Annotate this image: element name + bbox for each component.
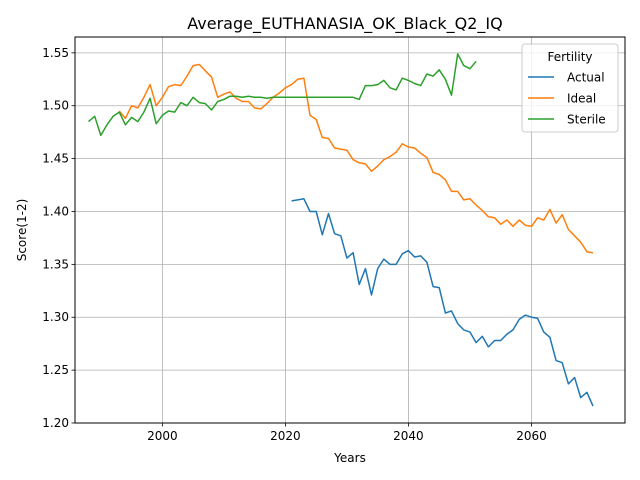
y-tick-label: 1.20 xyxy=(42,416,69,430)
y-tick-label: 1.45 xyxy=(42,152,69,166)
legend-box xyxy=(521,43,619,133)
y-tick-label: 1.55 xyxy=(42,46,69,60)
series-lines xyxy=(88,53,594,407)
legend-label-sterile: Sterile xyxy=(567,113,606,127)
legend-label-ideal: Ideal xyxy=(567,92,596,106)
y-tick-label: 1.30 xyxy=(42,310,69,324)
plot-frame xyxy=(74,36,626,424)
legend-title: Fertility xyxy=(547,50,592,64)
x-tick-label: 2000 xyxy=(147,429,178,443)
chart-title: Average_EUTHANASIA_OK_Black_Q2_IQ xyxy=(187,14,502,34)
legend-label-actual: Actual xyxy=(567,71,605,85)
x-tick-label: 2060 xyxy=(516,429,547,443)
x-axis-label: Years xyxy=(333,451,366,465)
y-tick-label: 1.40 xyxy=(42,204,69,218)
x-tick-label: 2040 xyxy=(393,429,424,443)
x-axis: 2000 2020 2040 2060 xyxy=(147,423,547,443)
y-tick-label: 1.50 xyxy=(42,99,69,113)
y-axis-label: Score(1-2) xyxy=(15,199,29,262)
y-tick-label: 1.35 xyxy=(42,257,69,271)
y-axis: 1.20 1.25 1.30 1.35 1.40 1.45 1.50 1.55 xyxy=(42,46,75,430)
series-line-sterile xyxy=(88,53,477,137)
series-line-ideal xyxy=(118,63,594,254)
series-line-actual xyxy=(291,198,594,407)
legend: Fertility Actual Ideal Sterile xyxy=(521,43,619,133)
y-tick-label: 1.25 xyxy=(42,363,69,377)
x-tick-label: 2020 xyxy=(270,429,301,443)
